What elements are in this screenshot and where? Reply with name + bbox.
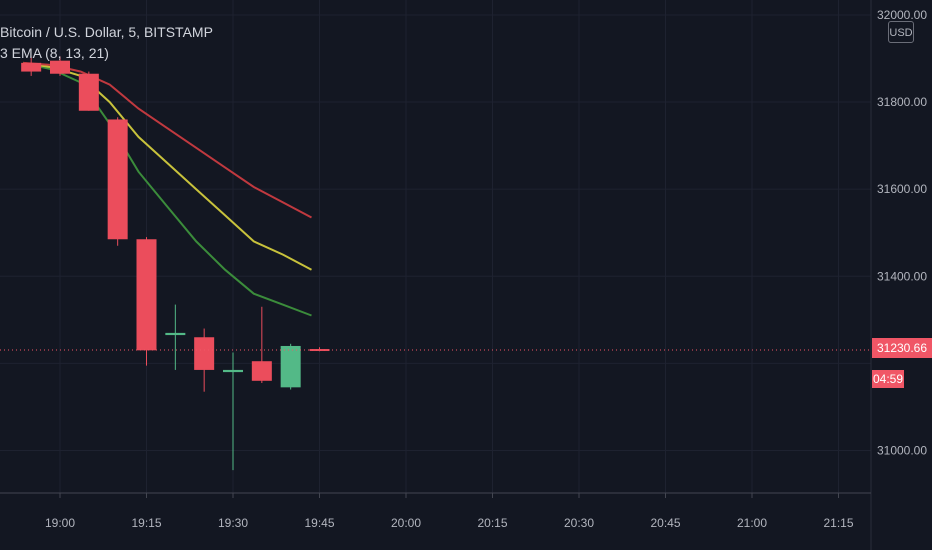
candle[interactable] [194,328,215,392]
candle[interactable] [136,237,157,366]
chart-legend: Bitcoin / U.S. Dollar, 5, BITSTAMP 3 EMA… [0,22,213,64]
time-axis[interactable]: 19:00 19:15 19:30 19:45 20:00 20:15 20:30 20:45… [45,493,854,530]
candle-body [309,349,330,352]
price-tick-label: 31800.00 [877,95,927,109]
candle[interactable] [78,71,99,111]
candle-body [251,361,272,381]
time-tick-label: 19:30 [218,516,248,530]
candle-body [50,60,70,74]
time-tick-label: 21:00 [737,516,767,530]
candle[interactable] [223,352,243,471]
time-tick-label: 21:15 [823,516,853,530]
bar-countdown-tag: 04:59 [872,370,904,388]
price-tick-label: 32000.00 [877,8,927,22]
candle-body [136,239,157,351]
time-tick-label: 19:45 [304,516,334,530]
currency-button[interactable]: USD [888,21,914,43]
candle[interactable] [309,347,330,352]
price-axis[interactable]: 32000.00 31800.00 31600.00 31400.00 31000.00 [877,8,927,458]
time-tick-label: 19:00 [45,516,75,530]
indicator-title[interactable]: 3 EMA (8, 13, 21) [0,45,109,61]
last-price-tag: 31230.66 [872,338,932,358]
time-tick-label: 20:30 [564,516,594,530]
candle-body [223,369,243,373]
candle[interactable] [21,56,42,76]
candle-body [280,345,301,388]
candle-body [78,73,99,111]
candle[interactable] [165,304,186,370]
candle-body [107,119,128,240]
candle[interactable] [107,117,128,246]
price-tick-label: 31600.00 [877,182,927,196]
candle-body [21,62,42,72]
ema-line-1 [22,61,312,317]
ema-lines [22,61,312,317]
time-tick-label: 20:15 [477,516,507,530]
candle[interactable] [50,56,70,76]
chart-grid [0,0,871,493]
candle-body [194,337,215,370]
candlesticks [21,56,330,471]
ema-line-3 [23,61,312,219]
price-tick-label: 31400.00 [877,269,927,283]
candle[interactable] [280,343,301,390]
candle[interactable] [251,306,272,383]
price-tick-label: 31000.00 [877,444,927,458]
time-tick-label: 20:00 [391,516,421,530]
time-tick-label: 19:15 [131,516,161,530]
time-tick-label: 20:45 [650,516,680,530]
candle-body [165,332,186,336]
ema-line-2 [23,61,312,271]
symbol-title[interactable]: Bitcoin / U.S. Dollar, 5, BITSTAMP [0,24,213,40]
